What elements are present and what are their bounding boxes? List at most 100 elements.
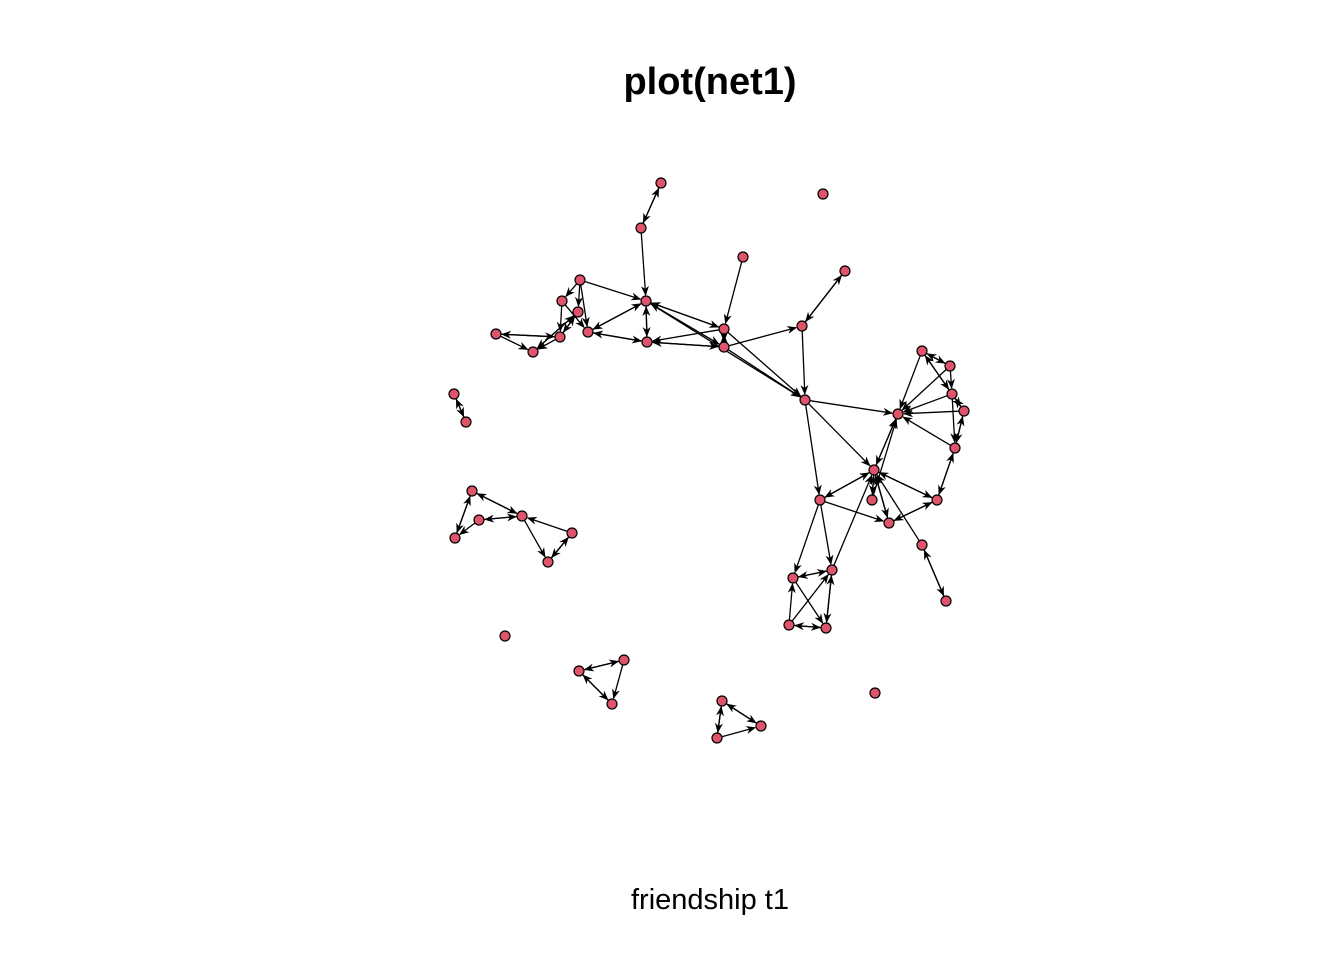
edge-n5-n6 (565, 283, 578, 298)
edge-n43-n42 (550, 536, 569, 559)
node-n10 (718, 323, 730, 335)
edge-n25-n26 (824, 471, 870, 498)
edge-n31-n30 (923, 549, 945, 597)
edge-n34-n33 (787, 583, 796, 621)
node-n23 (958, 405, 970, 417)
edge-n5-n9 (580, 284, 590, 328)
node-n34 (783, 619, 795, 631)
node-n18 (799, 394, 811, 406)
edge-n39-n41 (458, 522, 476, 536)
edge-n29-n28 (893, 501, 933, 521)
node-n7 (572, 306, 584, 318)
node-n39 (473, 514, 485, 526)
node-n41 (449, 532, 461, 544)
edge-n14-n15 (728, 326, 798, 347)
node-n13 (527, 346, 539, 358)
node-n31 (940, 595, 952, 607)
edge-n18-n19 (809, 400, 894, 416)
node-n9 (582, 326, 594, 338)
node-n43 (542, 556, 554, 568)
edge-n15-n18 (800, 330, 809, 395)
node-n45 (573, 665, 585, 677)
edge-n32-n25 (833, 474, 873, 566)
node-n26 (814, 494, 826, 506)
node-n12 (554, 331, 566, 343)
edge-n8-n13 (500, 335, 529, 350)
edge-n15-n16 (804, 274, 842, 323)
edge-n32-n35 (823, 574, 833, 623)
edge-n18-n25 (808, 403, 871, 467)
edge-n40-n38 (476, 493, 518, 515)
edge-n21-n22 (946, 370, 955, 389)
edge-n12-n8 (501, 330, 556, 339)
node-n24 (949, 442, 961, 454)
edge-n46-n47 (612, 664, 624, 700)
node-n25 (868, 464, 880, 476)
edge-n3-n9 (592, 302, 642, 330)
node-n28 (883, 517, 895, 529)
edge-n25-n27 (869, 474, 878, 495)
edge-n33-n32 (797, 569, 828, 578)
edges-layer (455, 187, 965, 738)
node-n35 (820, 622, 832, 634)
node-n38 (466, 485, 478, 497)
edge-n22-n20 (924, 355, 950, 391)
edge-n42-n40 (526, 517, 568, 533)
edge-n34-n35 (793, 622, 821, 631)
edge-n37-n36 (455, 398, 465, 418)
edge-n18-n26 (805, 404, 822, 496)
edge-n5-n3 (584, 280, 642, 301)
node-n4 (737, 251, 749, 263)
node-n50 (711, 732, 723, 744)
node-n11 (641, 336, 653, 348)
plot-title: plot(net1) (623, 61, 797, 103)
edge-n50-n48 (716, 705, 724, 734)
node-n40 (516, 510, 528, 522)
edge-n27-n19 (872, 418, 898, 496)
node-n44 (499, 630, 511, 642)
edge-n2-n3 (640, 232, 649, 296)
edge-n11-n9 (592, 330, 643, 342)
edge-n25-n29 (878, 471, 933, 498)
node-n27 (866, 494, 878, 506)
node-n21 (944, 360, 956, 372)
edge-n24-n19 (902, 416, 952, 446)
edge-n24-n23 (955, 415, 965, 444)
edge-n26-n28 (824, 500, 885, 523)
node-n5 (574, 274, 586, 286)
edge-n40-n39 (484, 514, 518, 523)
edge-n12-n13 (537, 338, 556, 350)
node-n46 (618, 654, 630, 666)
edge-n40-n43 (523, 520, 546, 558)
node-n30 (916, 539, 928, 551)
node-n48 (716, 695, 728, 707)
node-n33 (787, 572, 799, 584)
node-n17 (817, 188, 829, 200)
plot-subtitle: friendship t1 (631, 884, 789, 916)
edge-n12-n7 (562, 316, 576, 334)
edge-n49-n48 (726, 703, 758, 724)
node-n15 (796, 320, 808, 332)
node-n47 (606, 698, 618, 710)
node-n3 (640, 295, 652, 307)
node-n6 (556, 295, 568, 307)
node-n2 (635, 222, 647, 234)
edge-n23-n22 (954, 398, 964, 409)
edge-n47-n45 (582, 674, 609, 701)
edge-n22-n24 (950, 398, 959, 443)
edge-n22-n19 (902, 395, 948, 413)
edge-n29-n24 (937, 452, 954, 496)
edge-n19-n25 (875, 418, 897, 466)
node-n22 (946, 388, 958, 400)
node-n14 (718, 341, 730, 353)
edge-n23-n19 (903, 409, 960, 418)
node-n51 (869, 687, 881, 699)
nodes-layer (448, 177, 970, 744)
edge-n4-n10 (723, 261, 743, 325)
node-n8 (490, 328, 502, 340)
edge-n10-n18 (727, 331, 802, 397)
node-n19 (892, 408, 904, 420)
node-n49 (755, 720, 767, 732)
edge-n11-n14 (651, 341, 719, 351)
